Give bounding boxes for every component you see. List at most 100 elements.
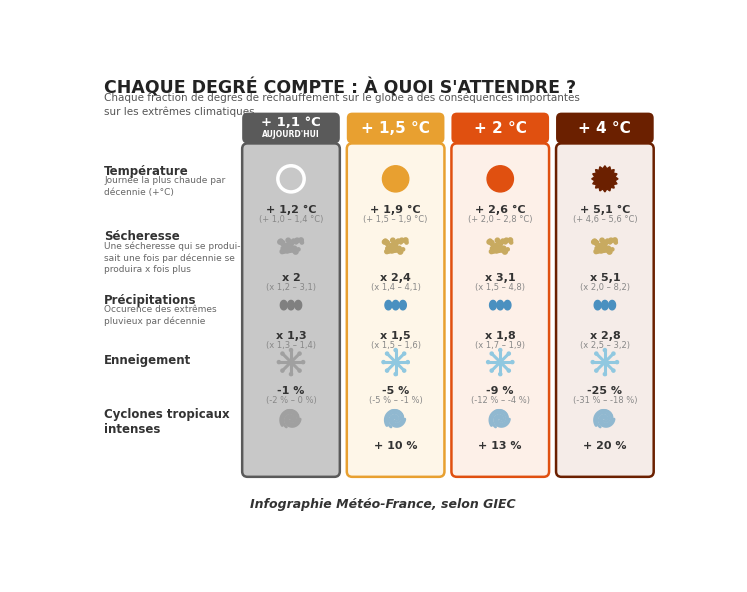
Circle shape: [601, 249, 606, 252]
Circle shape: [606, 246, 609, 249]
Circle shape: [598, 246, 603, 250]
Circle shape: [604, 240, 608, 244]
Circle shape: [282, 246, 286, 250]
Circle shape: [499, 247, 503, 252]
Circle shape: [395, 240, 399, 244]
Circle shape: [386, 241, 389, 243]
Circle shape: [295, 238, 300, 243]
Circle shape: [286, 246, 291, 251]
Circle shape: [616, 361, 619, 363]
Text: Sécheresse: Sécheresse: [105, 230, 180, 243]
Circle shape: [495, 246, 500, 251]
Circle shape: [288, 246, 291, 250]
Text: (x 1,5 – 4,8): (x 1,5 – 4,8): [475, 283, 525, 292]
Circle shape: [400, 241, 402, 244]
Circle shape: [397, 239, 400, 243]
Text: + 2,6 °C: + 2,6 °C: [475, 205, 526, 215]
Circle shape: [600, 246, 604, 250]
Circle shape: [286, 246, 290, 250]
Text: (+ 1,5 – 1,9 °C): (+ 1,5 – 1,9 °C): [364, 215, 428, 224]
Circle shape: [397, 246, 401, 250]
Circle shape: [492, 250, 495, 253]
Text: + 2 °C: + 2 °C: [474, 121, 527, 136]
Polygon shape: [400, 300, 406, 310]
Circle shape: [486, 361, 490, 363]
Circle shape: [499, 243, 502, 246]
Circle shape: [606, 249, 609, 252]
Circle shape: [598, 243, 603, 248]
Circle shape: [392, 249, 396, 252]
Text: AUJOURD'HUI: AUJOURD'HUI: [262, 130, 320, 139]
Circle shape: [385, 241, 389, 246]
Circle shape: [405, 241, 408, 244]
Text: (x 1,5 – 1,6): (x 1,5 – 1,6): [371, 340, 421, 349]
Circle shape: [499, 372, 502, 376]
Circle shape: [288, 241, 291, 244]
Text: + 1,9 °C: + 1,9 °C: [371, 205, 421, 215]
Text: -9 %: -9 %: [486, 386, 514, 396]
Circle shape: [593, 239, 597, 243]
Circle shape: [487, 240, 492, 244]
Circle shape: [612, 369, 615, 372]
FancyBboxPatch shape: [242, 143, 340, 477]
Circle shape: [509, 241, 512, 244]
Circle shape: [278, 240, 282, 244]
Circle shape: [401, 248, 405, 251]
Circle shape: [495, 238, 500, 243]
Polygon shape: [385, 300, 392, 310]
Text: Occurence des extrêmes
pluvieux par décennie: Occurence des extrêmes pluvieux par déce…: [105, 305, 217, 326]
Circle shape: [491, 241, 494, 243]
FancyBboxPatch shape: [242, 112, 340, 143]
Circle shape: [298, 369, 301, 372]
Polygon shape: [288, 300, 294, 310]
Circle shape: [281, 369, 284, 372]
Text: (x 1,3 – 1,4): (x 1,3 – 1,4): [266, 340, 316, 349]
Circle shape: [282, 241, 285, 243]
Circle shape: [506, 248, 509, 251]
Circle shape: [489, 249, 494, 253]
Circle shape: [280, 241, 285, 246]
Circle shape: [504, 241, 507, 244]
Circle shape: [500, 240, 503, 244]
Text: x 3,1: x 3,1: [485, 273, 515, 283]
FancyBboxPatch shape: [347, 143, 444, 477]
Circle shape: [497, 249, 500, 252]
Circle shape: [604, 243, 607, 246]
Circle shape: [290, 243, 293, 246]
Circle shape: [595, 352, 598, 355]
Circle shape: [604, 247, 608, 252]
Circle shape: [291, 240, 294, 244]
Circle shape: [299, 238, 303, 242]
Polygon shape: [601, 300, 608, 310]
Circle shape: [289, 349, 293, 352]
Circle shape: [403, 238, 408, 242]
Text: (x 2,0 – 8,2): (x 2,0 – 8,2): [580, 283, 630, 292]
Text: -1 %: -1 %: [277, 386, 305, 396]
Text: x 1,3: x 1,3: [276, 330, 306, 340]
Polygon shape: [280, 300, 287, 310]
Text: (x 1,7 – 1,9): (x 1,7 – 1,9): [475, 340, 525, 349]
Text: -5 %: -5 %: [382, 386, 409, 396]
Text: Chaque fraction de degrés de réchauffement sur le globe a des conséquences impor: Chaque fraction de degrés de réchauffeme…: [105, 92, 580, 117]
Circle shape: [391, 238, 395, 243]
Circle shape: [612, 352, 615, 355]
Circle shape: [383, 239, 387, 243]
Circle shape: [277, 361, 280, 363]
Text: Enneigement: Enneigement: [105, 353, 191, 366]
Polygon shape: [497, 300, 503, 310]
Circle shape: [279, 239, 283, 243]
Circle shape: [394, 349, 397, 352]
Polygon shape: [504, 300, 511, 310]
Circle shape: [508, 238, 512, 242]
Text: + 1,5 °C: + 1,5 °C: [362, 121, 430, 136]
Circle shape: [595, 241, 598, 243]
Circle shape: [502, 246, 506, 250]
Circle shape: [607, 246, 610, 250]
Circle shape: [488, 239, 492, 243]
Text: x 1,8: x 1,8: [485, 330, 515, 340]
Circle shape: [504, 238, 509, 243]
Circle shape: [498, 360, 503, 364]
Circle shape: [394, 245, 397, 248]
Circle shape: [600, 246, 604, 251]
Circle shape: [384, 239, 388, 243]
